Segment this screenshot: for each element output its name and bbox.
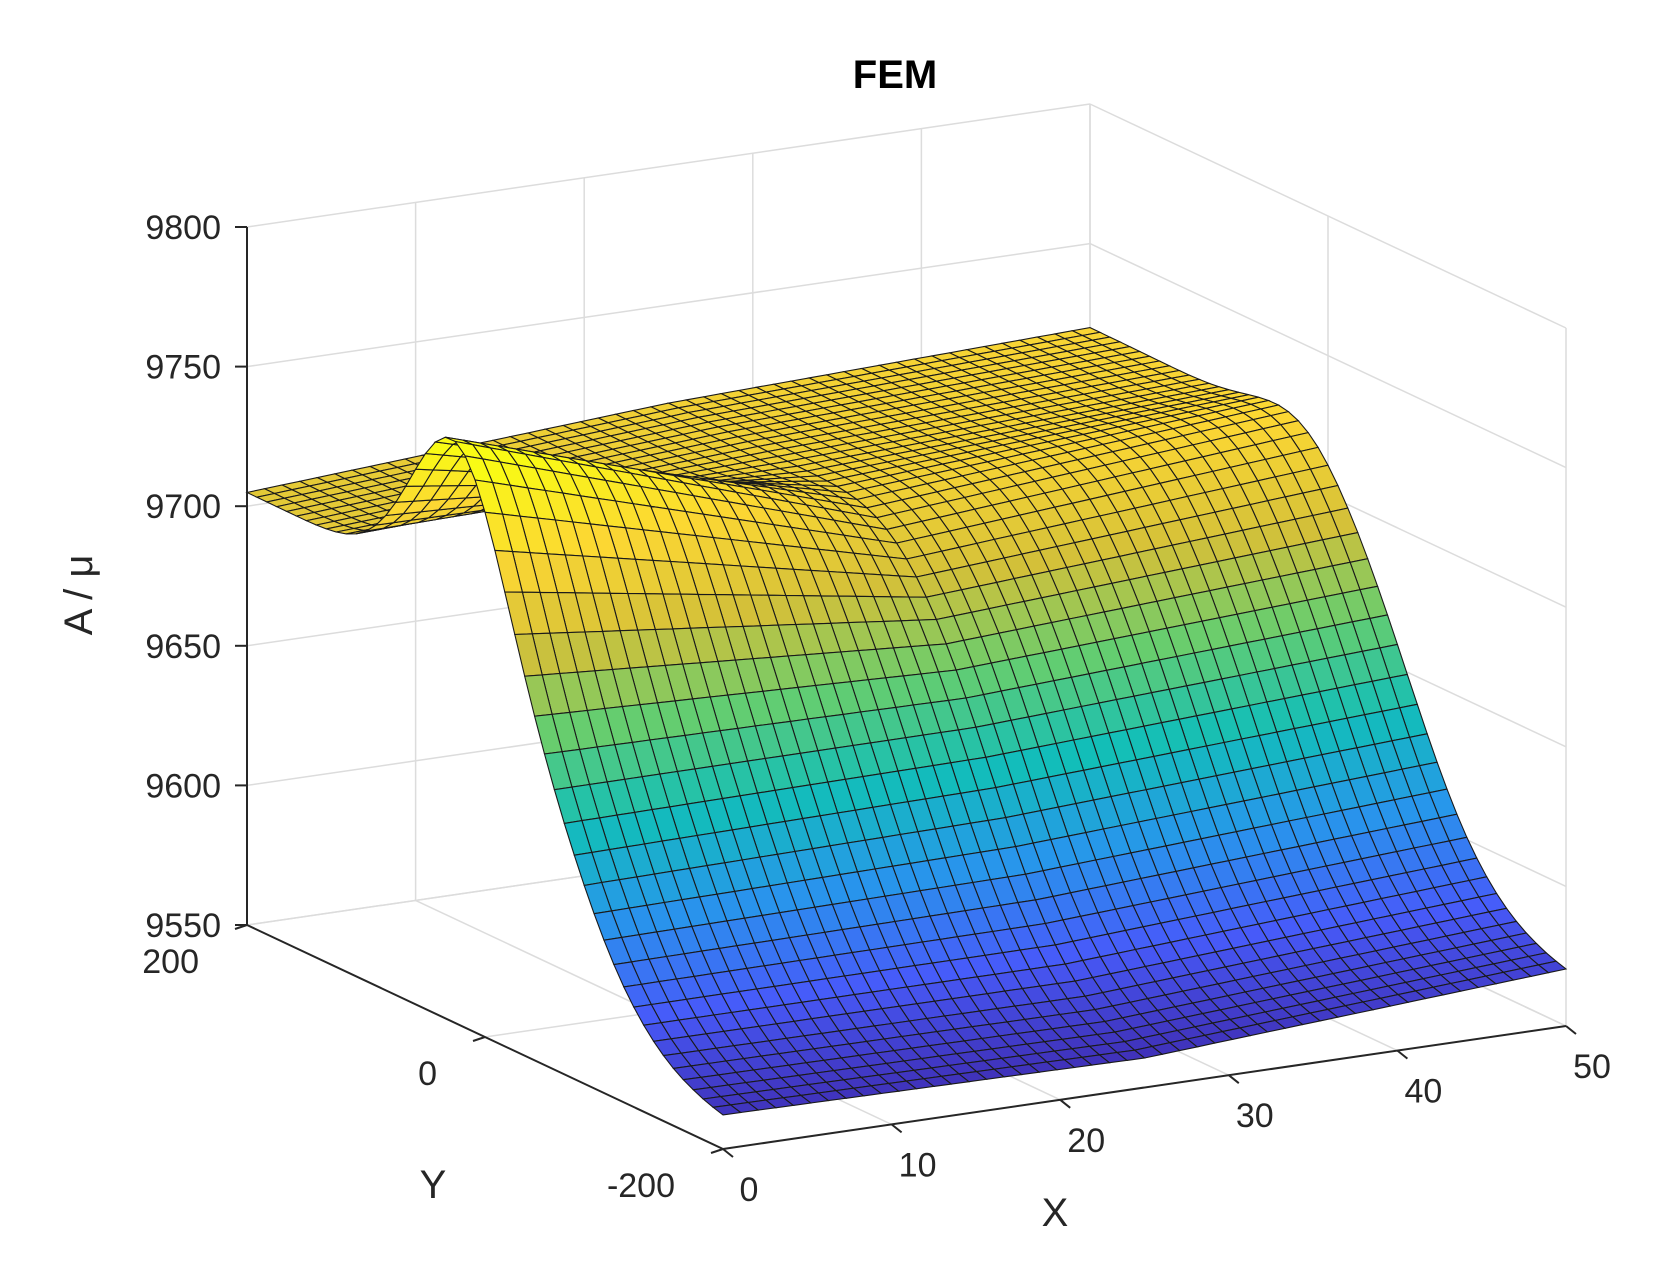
y-tick-mark	[710, 1148, 724, 1154]
x-tick-label: 40	[1404, 1073, 1442, 1111]
x-tick-mark	[890, 1123, 903, 1134]
x-tick-label: 30	[1236, 1097, 1274, 1135]
y-tick-label: -200	[607, 1167, 675, 1205]
x-tick-mark	[1059, 1099, 1071, 1109]
x-tick-mark	[1396, 1049, 1409, 1060]
x-axis-line	[722, 1025, 1567, 1150]
x-axis-label: X	[1042, 1191, 1069, 1235]
y-tick-label: 0	[418, 1055, 437, 1093]
z-axis-label: A / μ	[57, 555, 101, 636]
x-tick-label: 20	[1067, 1122, 1105, 1160]
z-tick-label: 9800	[145, 209, 221, 247]
y-tick-mark	[472, 1036, 486, 1042]
surface-cell	[711, 1104, 742, 1116]
x-tick-label: 50	[1573, 1048, 1611, 1086]
axis-layer	[234, 226, 1577, 1158]
y-axis-label: Y	[420, 1163, 447, 1207]
side-wall-gridline	[1089, 242, 1567, 469]
x-tick-label: 10	[899, 1146, 937, 1184]
side-wall-gridline	[1089, 103, 1567, 329]
x-tick-mark	[1228, 1074, 1240, 1084]
surface-layer	[245, 327, 1568, 1116]
chart-title: FEM	[853, 53, 937, 97]
z-tick-label: 9600	[145, 767, 221, 805]
x-tick-mark	[722, 1148, 734, 1158]
x-tick-label: 0	[740, 1171, 759, 1209]
x-tick-mark	[1565, 1025, 1577, 1035]
z-tick-label: 9650	[145, 628, 221, 666]
y-tick-label: 200	[142, 943, 199, 981]
back-wall-gridline	[246, 103, 1091, 228]
back-wall-gridline	[246, 242, 1091, 368]
z-tick-label: 9750	[145, 349, 221, 387]
z-tick-label: 9700	[145, 488, 221, 526]
z-tick-label: 9550	[145, 907, 221, 945]
